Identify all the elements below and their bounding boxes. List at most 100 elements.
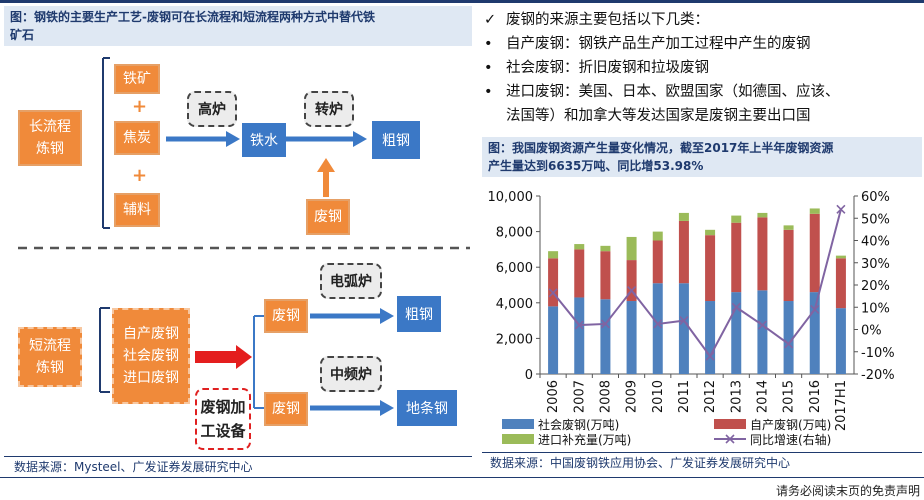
growth-point: [627, 285, 637, 296]
long-process-label: 长流程 炼钢: [18, 110, 82, 166]
bar-segment: [574, 244, 585, 250]
bar-segment: [783, 301, 794, 374]
legend-swatch: [725, 434, 735, 444]
right-source-note: 数据来源：中国废钢铁应用协会、广发证券发展研究中心: [490, 456, 791, 470]
right-footer-rule: [482, 452, 922, 453]
bar-segment: [626, 260, 637, 302]
scrap-lower-box: 废钢: [264, 392, 308, 426]
x-tick-label: 2010: [651, 380, 666, 413]
plus-icon-2: +: [132, 165, 148, 186]
x-tick-label: 2012: [703, 380, 718, 413]
x-tick-label: 2014: [755, 380, 770, 413]
growth-point: [574, 320, 584, 330]
x-tick-label: 2009: [625, 380, 640, 413]
scrap-equipment-box: 废钢加 工设备: [195, 388, 251, 450]
list-heading: ✓ 废钢的来源主要包括以下几类：: [484, 8, 920, 32]
bullet-icon: •: [484, 84, 493, 100]
legend-label: 同比增速(右轴): [750, 432, 831, 447]
legend-swatch: [502, 434, 534, 444]
growth-point: [600, 319, 610, 329]
scrap-upper-box: 废钢: [264, 299, 308, 333]
growth-point: [784, 339, 794, 349]
list-item: 法国等）和加拿大等发达国家是废钢主要出口国: [484, 104, 920, 128]
arrow-iron-to-steel-head: [353, 131, 367, 147]
crude-steel-long-box: 粗钢: [372, 121, 420, 159]
bar-segment: [731, 215, 742, 223]
bar-segment: [835, 255, 846, 259]
disclaimer-note: 请务必阅读末页的免责声明: [775, 484, 920, 498]
growth-point: [810, 304, 820, 315]
molten-iron-box: 铁水: [242, 123, 286, 157]
left-source-note: 数据来源：Mysteel、广发证券发展研究中心: [14, 460, 253, 474]
bar-segment: [600, 245, 611, 252]
process-diagram-lines: [18, 57, 470, 416]
y-right-tick-label: 30%: [861, 257, 890, 272]
iron-ore-box: 铁矿: [114, 64, 160, 94]
bar-segment: [705, 235, 716, 302]
bar-segment: [600, 251, 611, 300]
left-figure-title: 图：钢铁的主要生产工艺-废钢可在长流程和短流程两种方式中替代铁 矿石: [4, 6, 472, 46]
x-tick-label: 2015: [782, 380, 797, 413]
x-tick-label: 2013: [729, 380, 744, 413]
arrow-coke-to-iron-head: [226, 131, 240, 147]
bar-segment: [600, 299, 611, 374]
left-figure-title-line1: 图：钢铁的主要生产工艺-废钢可在长流程和短流程两种方式中替代铁: [10, 10, 375, 24]
x-tick-label: 2011: [677, 380, 692, 413]
growth-line: [552, 209, 842, 359]
chart-title-line1: 图：我国废钢资源产生量变化情况，截至2017年上半年废钢资源: [488, 141, 834, 155]
list-item-text: 社会废钢：折旧废钢和拉圾废钢: [506, 60, 709, 76]
y-left-tick-label: 8,000: [496, 226, 533, 241]
bar-segment: [835, 308, 846, 374]
y-left-tick-label: 4,000: [496, 297, 533, 312]
list-item: • 社会废钢：折旧废钢和拉圾废钢: [484, 56, 920, 80]
scrap-converter-box: 废钢: [306, 199, 350, 235]
bullet-icon: •: [484, 36, 493, 52]
y-left-tick-label: 10,000: [488, 190, 534, 205]
scrap-sources-box: 自产废钢 社会废钢 进口废钢: [112, 308, 190, 404]
coke-box: 焦炭: [114, 121, 160, 155]
bullet-icon: •: [484, 60, 493, 76]
x-tick-label: 2017H1: [834, 380, 849, 431]
x-tick-label: 2016: [808, 380, 823, 413]
bar-segment: [678, 212, 689, 221]
y-right-tick-label: 20%: [861, 279, 890, 294]
bar-segment: [548, 251, 559, 259]
page-top-rule: [0, 0, 924, 3]
bar-segment: [574, 297, 585, 374]
list-item-text: 进口废钢：美国、日本、欧盟国家（如德国、应该、: [506, 84, 840, 100]
bar-segment: [548, 306, 559, 374]
y-right-tick-label: 0%: [861, 324, 882, 339]
plus-icon-1: +: [132, 96, 148, 117]
x-tick-label: 2008: [598, 380, 613, 413]
legend-label: 进口补充量(万吨): [538, 432, 631, 447]
bar-segment: [678, 220, 689, 284]
bar-segment: [809, 208, 820, 214]
page-bottom-rule: [0, 477, 924, 478]
growth-point: [679, 316, 689, 326]
bar-segment: [652, 231, 663, 241]
bar-segment: [705, 301, 716, 374]
bar-segment: [678, 283, 689, 374]
list-item: • 自产废钢：钢铁产品生产加工过程中产生的废钢: [484, 32, 920, 56]
scrap-resource-chart: 0 2,000 4,000 6,000 8,000 10,000 -20% -10% 0% 10%…: [488, 190, 895, 447]
list-item-text: 自产废钢：钢铁产品生产加工过程中产生的废钢: [506, 36, 811, 52]
bar-segment: [757, 290, 768, 374]
scrap-sources-list: ✓ 废钢的来源主要包括以下几类： • 自产废钢：钢铁产品生产加工过程中产生的废钢 •…: [484, 8, 920, 128]
growth-point: [731, 302, 741, 312]
y-left-tick-label: 0: [525, 368, 533, 383]
bar-segment: [835, 258, 846, 309]
y-right-tick-label: 50%: [861, 212, 890, 227]
left-footer-rule: [4, 456, 472, 457]
growth-point: [836, 204, 846, 214]
legend-swatch: [714, 419, 746, 429]
bar-segment: [731, 292, 742, 374]
arrow-scrap-to-crude-head: [380, 308, 394, 324]
y-right-tick-label: -10%: [861, 346, 895, 361]
legend-label: 社会废钢(万吨): [538, 417, 619, 432]
electric-arc-furnace-box: 电弧炉: [320, 263, 382, 299]
bar-segment: [757, 212, 768, 218]
growth-point: [548, 288, 558, 298]
y-left-tick-label: 2,000: [496, 332, 533, 347]
chart-title-line2: 产生量达到6635万吨、同比增53.98%: [488, 159, 704, 173]
arrow-red-head: [236, 345, 252, 369]
